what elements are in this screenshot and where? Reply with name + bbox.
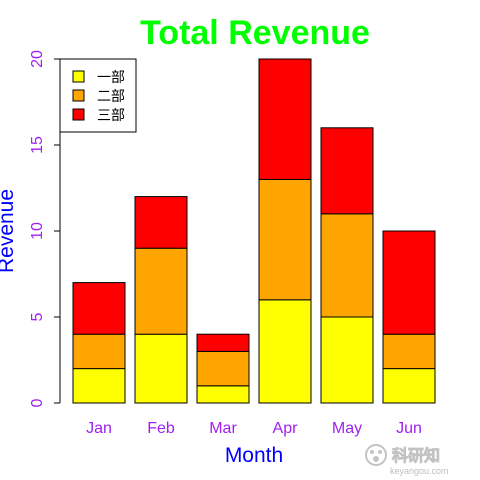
legend-label: 一部	[97, 69, 125, 85]
y-tick-label: 20	[29, 50, 46, 68]
bar-segment	[72, 282, 126, 335]
legend-swatch	[72, 89, 85, 102]
bar-segment	[258, 178, 312, 301]
legend-swatch	[72, 108, 85, 121]
watermark: 科研知 keyangou.com	[365, 444, 449, 476]
bar-segment	[72, 333, 126, 370]
bar-segment	[382, 230, 436, 335]
legend-label: 二部	[97, 88, 125, 104]
x-axis-title: Month	[225, 444, 283, 467]
legend-label: 三部	[97, 107, 125, 123]
chart-title: Total Revenue	[140, 14, 370, 52]
x-tick-labels: Jan Feb Mar Apr May Jun	[86, 420, 422, 437]
bar-segment	[134, 196, 188, 249]
bar-segment	[320, 316, 374, 404]
x-tick-label: Apr	[273, 420, 299, 437]
x-tick-label: Feb	[147, 420, 175, 437]
watermark-subtext: keyangou.com	[390, 466, 449, 476]
bar-segment	[196, 333, 250, 352]
bar-segment	[258, 299, 312, 404]
y-axis: 0 5 10 15 20	[29, 50, 61, 407]
x-tick-label: Mar	[209, 420, 237, 437]
bars-group	[72, 58, 436, 404]
paw-icon	[365, 444, 387, 466]
x-tick-label: Jun	[396, 420, 422, 437]
legend-swatch	[72, 70, 85, 83]
bar-segment	[382, 333, 436, 370]
bar-segment	[196, 385, 250, 404]
bar-segment	[382, 368, 436, 404]
x-tick-label: May	[332, 420, 362, 437]
bar-segment	[258, 58, 312, 180]
watermark-text: 科研知	[392, 446, 440, 465]
bar-segment	[134, 247, 188, 335]
y-tick-label: 5	[29, 312, 46, 321]
bar-segment	[72, 368, 126, 404]
y-tick-label: 10	[29, 222, 46, 240]
bar-segment	[320, 213, 374, 318]
y-axis-title: Revenue	[0, 189, 18, 273]
y-tick-label: 15	[29, 136, 46, 154]
bar-segment	[196, 350, 250, 387]
bar-segment	[320, 127, 374, 215]
y-tick-label: 0	[29, 398, 46, 407]
x-tick-label: Jan	[86, 420, 112, 437]
bar-segment	[134, 333, 188, 404]
